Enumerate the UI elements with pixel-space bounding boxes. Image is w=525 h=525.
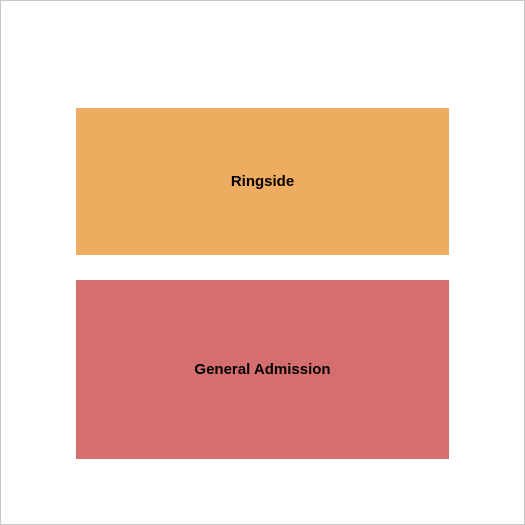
seating-chart-container: Ringside General Admission	[1, 1, 524, 524]
section-label-ringside: Ringside	[231, 173, 294, 190]
section-ringside[interactable]: Ringside	[76, 108, 449, 255]
section-general-admission[interactable]: General Admission	[76, 280, 449, 459]
section-label-general-admission: General Admission	[194, 361, 330, 378]
